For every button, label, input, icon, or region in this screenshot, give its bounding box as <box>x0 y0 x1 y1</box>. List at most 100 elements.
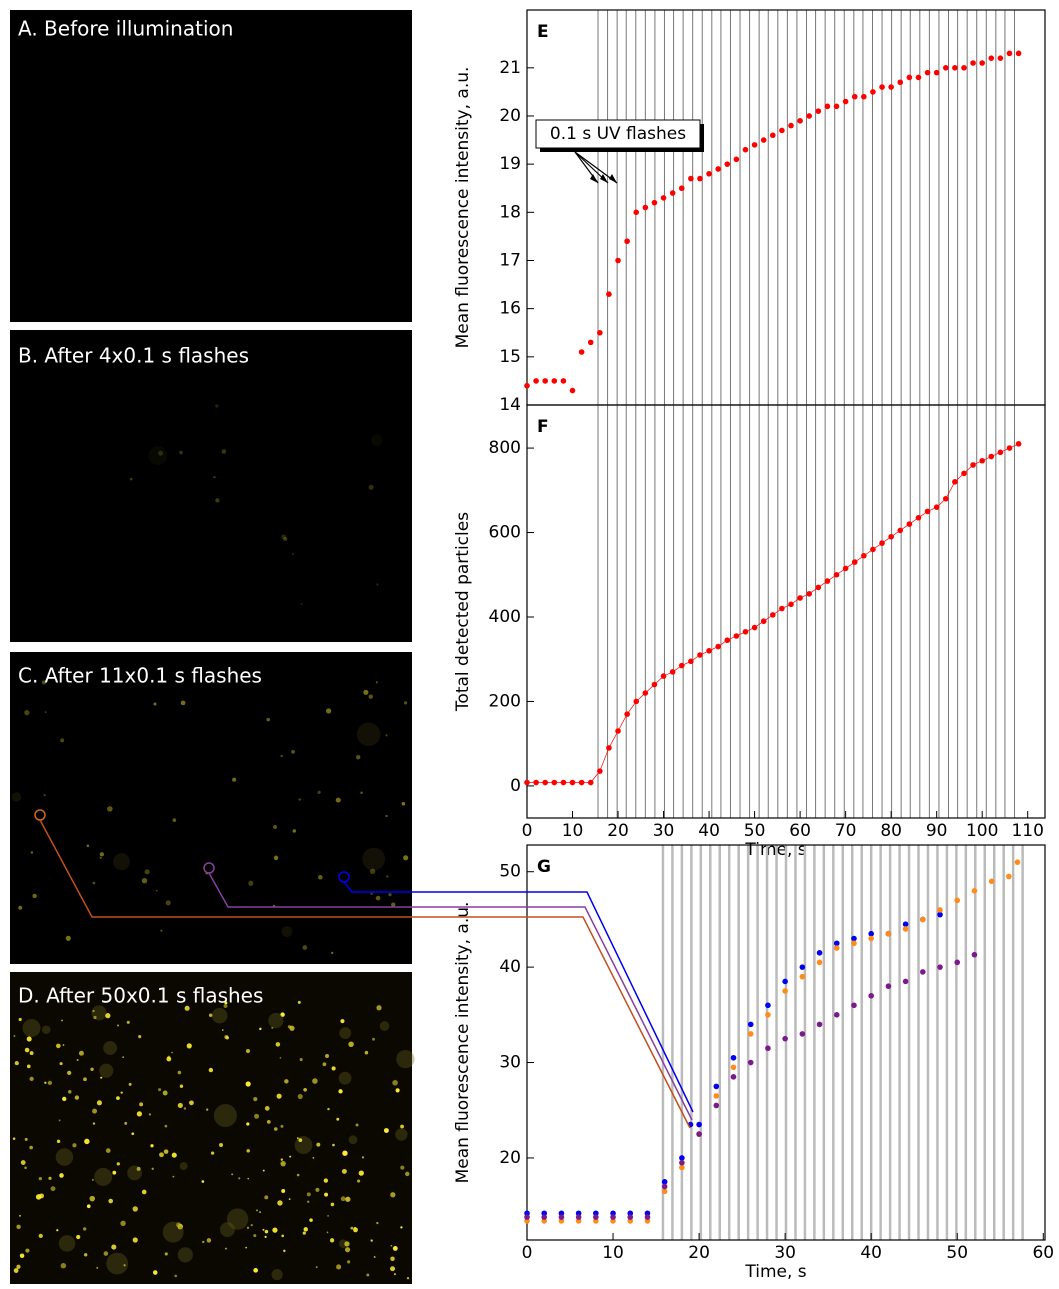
x-tick-label: 40 <box>860 1243 882 1263</box>
particle <box>388 892 392 897</box>
data-point <box>937 907 943 913</box>
particle <box>144 869 150 875</box>
particle <box>231 1173 234 1176</box>
data-point <box>868 992 874 999</box>
particle <box>264 1229 269 1234</box>
particle <box>32 893 37 899</box>
particle <box>266 1119 271 1124</box>
particle <box>177 1102 183 1109</box>
data-point <box>851 935 857 942</box>
particle <box>361 1156 365 1159</box>
particle <box>219 1222 235 1238</box>
data-point <box>713 1093 720 1099</box>
particle <box>132 1237 138 1243</box>
y-tick-label: 20 <box>499 1148 521 1168</box>
particle <box>280 1158 284 1161</box>
particle <box>117 1024 120 1027</box>
particle <box>20 1160 26 1165</box>
particle <box>326 1231 329 1234</box>
data-point <box>747 1031 754 1037</box>
data-point <box>979 60 985 66</box>
particle <box>256 1209 258 1212</box>
x-tick-label: 60 <box>789 821 811 841</box>
y-tick-label: 800 <box>489 438 521 458</box>
particle <box>22 1018 41 1038</box>
particle <box>184 1005 190 1011</box>
particle <box>221 1029 224 1031</box>
particle <box>363 689 369 695</box>
y-tick-label: 0 <box>510 776 521 796</box>
particle <box>99 852 104 857</box>
particle <box>339 1027 352 1039</box>
particle <box>26 1064 31 1069</box>
data-point <box>715 643 721 650</box>
particle <box>24 1047 30 1053</box>
particle <box>369 868 376 875</box>
image-c <box>10 652 412 964</box>
x-tick-label: 60 <box>1032 1243 1054 1263</box>
data-point <box>1015 50 1022 57</box>
particle <box>177 1223 183 1230</box>
data-point <box>765 1002 771 1009</box>
particle <box>266 717 271 722</box>
particle <box>403 855 409 861</box>
particle <box>371 434 383 447</box>
data-point <box>724 161 731 167</box>
particle <box>16 1264 21 1269</box>
particle <box>86 1204 91 1209</box>
particle <box>296 1173 300 1177</box>
particle <box>292 829 297 833</box>
arrow-head <box>609 174 617 183</box>
data-point <box>1014 859 1021 865</box>
data-point <box>924 508 931 515</box>
particle <box>386 875 389 878</box>
particle <box>405 1171 410 1177</box>
particle <box>281 1188 286 1193</box>
particle <box>302 1231 306 1235</box>
particle <box>330 1202 335 1207</box>
data-point <box>679 1159 685 1166</box>
data-point <box>651 199 658 206</box>
data-point <box>769 132 776 139</box>
data-point <box>542 378 549 384</box>
particle <box>253 1267 259 1273</box>
particle <box>281 926 293 937</box>
particle <box>55 1148 74 1166</box>
particle <box>385 734 388 737</box>
connector <box>343 881 694 1113</box>
data-point <box>606 291 612 298</box>
particle <box>41 680 46 685</box>
particle <box>76 1234 81 1240</box>
data-point <box>587 339 594 346</box>
particle <box>370 1239 373 1242</box>
particle <box>273 855 279 861</box>
data-point <box>842 98 849 105</box>
data-point <box>970 60 976 66</box>
data-point <box>660 673 667 679</box>
image-panels: A. Before illumination B. After 4x0.1 s … <box>10 10 415 1284</box>
particle <box>355 1123 359 1127</box>
particle <box>250 1224 253 1227</box>
particle <box>341 1168 347 1174</box>
particle <box>59 1062 63 1066</box>
data-point <box>678 662 685 669</box>
particle <box>179 450 183 455</box>
particle <box>303 1227 308 1232</box>
data-point <box>1006 445 1013 451</box>
particle <box>268 1012 284 1029</box>
particle <box>357 1179 361 1183</box>
particle <box>322 1062 327 1067</box>
particle <box>14 1061 19 1066</box>
y-tick-label: 18 <box>499 202 521 222</box>
particle <box>100 1076 103 1079</box>
x-tick-label: 100 <box>966 821 998 841</box>
data-point <box>624 711 630 717</box>
x-tick-label: 90 <box>926 821 948 841</box>
particle <box>262 1169 265 1172</box>
panel-label: E <box>537 22 549 42</box>
particle <box>136 1111 142 1117</box>
particle <box>332 1143 335 1147</box>
data-point <box>730 1074 737 1080</box>
particle <box>68 1090 72 1094</box>
particle <box>325 1054 330 1059</box>
